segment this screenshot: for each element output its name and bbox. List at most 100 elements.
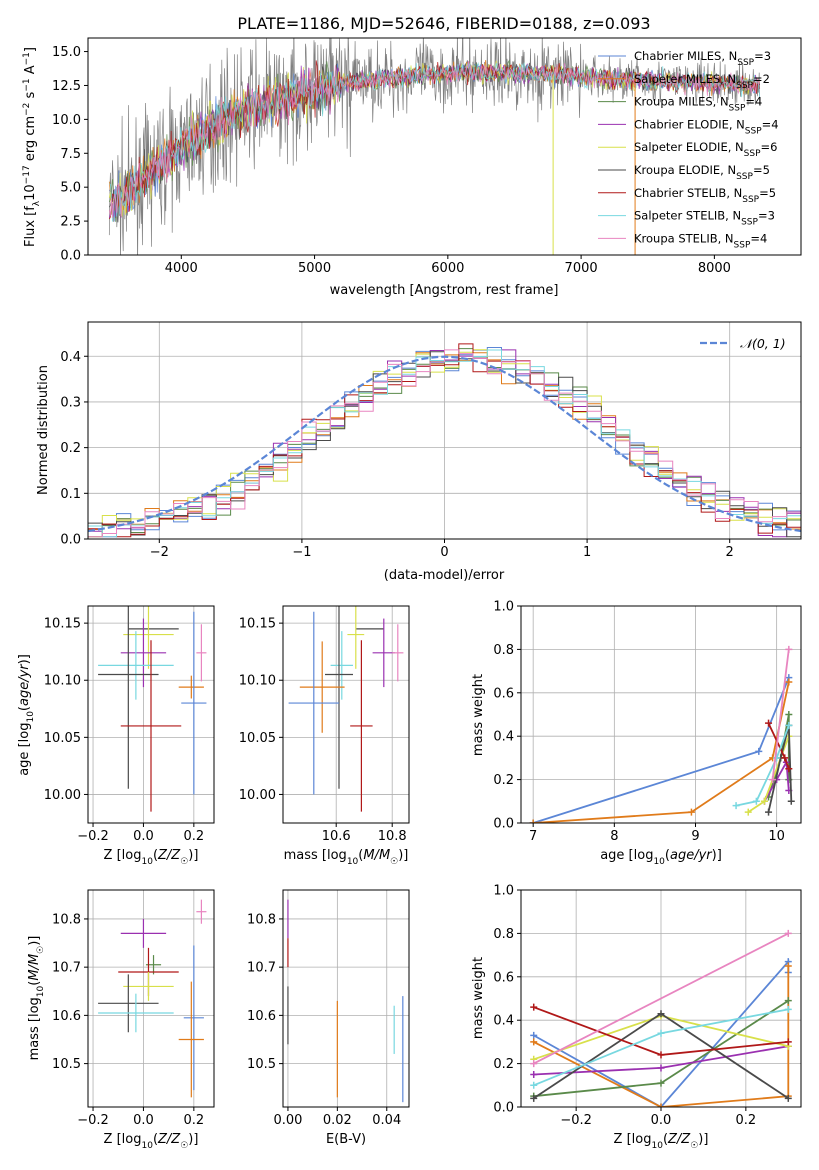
error-bar-point [350,640,373,812]
y-tick-label: 10.8 [247,912,276,927]
x-axis-label: Z [log10(Z/Z☉)] [104,1132,199,1151]
y-tick-label: 10.10 [44,674,81,689]
y-axis-label: age [log10(age/yr)] [17,654,36,776]
mass-weight-line-c3 [763,759,790,802]
y-tick-label: 10.00 [239,788,276,803]
mass-weight-marker [787,797,795,805]
error-bar-point [98,606,159,789]
legend-entry: Salpeter MILES, NSSP=2 [634,72,770,91]
plot-area [98,899,207,1098]
axes-frame [282,605,410,824]
y-axis-label: Normed distribution [36,365,51,495]
legend-entry: Chabrier MILES, NSSP=3 [634,49,771,68]
mass-weight-marker [530,1003,538,1011]
mass-weight-marker [530,1031,538,1039]
mass-weight-marker [765,808,773,816]
x-tick-label: 10 [768,829,785,844]
y-tick-label: 0.6 [493,686,514,701]
legend-entry: 𝒩(0, 1) [740,336,786,351]
spectrum-panel: 4000 5000 6000 7000 8000 0.0 2.5 5.0 7.5 10.0 12.5… [22,37,802,298]
legend-entry: Salpeter ELODIE, NSSP=6 [634,140,777,159]
error-bar-point [98,993,174,1033]
mass-weight-marker [530,1081,538,1089]
x-tick-label: 0.0 [133,829,154,844]
y-tick-label: 0.2 [493,1057,514,1072]
mass-weight-marker [765,719,773,727]
mass-weight-marker [785,678,793,686]
y-axis-label: mass weight [471,957,486,1039]
x-tick-label: −0.2 [77,829,109,844]
massweight-vs-Z-panel: −0.2 0.0 0.2 0.0 0.2 0.4 0.6 0.8 1.0 Z [log10(Z/Z… [471,884,802,1151]
y-tick-label: 0.2 [493,773,514,788]
y-tick-label: 7.5 [60,147,81,162]
legend-entry: Salpeter STELIB, NSSP=3 [634,209,775,228]
plot-area [288,606,404,812]
y-tick-label: 15.0 [52,45,81,60]
mass-weight-marker [784,997,792,1005]
error-bar-point [123,971,174,1001]
mass-vs-Z-panel: −0.2 0.0 0.2 10.5 10.6 10.7 10.8 Z [log10(Z/Z☉)… [27,889,215,1151]
x-tick-label: 9 [691,829,699,844]
mass-weight-marker [687,808,695,816]
x-tick-label: 7000 [565,261,598,276]
mass-weight-marker [784,962,792,970]
mass-weight-marker [755,747,763,755]
mass-weight-marker [760,797,768,805]
error-bar-point [288,611,339,795]
y-tick-label: 0.6 [493,970,514,985]
mass-weight-marker [529,819,537,823]
x-tick-label: −0.2 [77,1113,109,1128]
x-tick-label: 0.00 [273,1113,302,1128]
x-tick-label: 5000 [298,261,331,276]
legend-entry: Kroupa MILES, NSSP=4 [634,95,762,114]
mass-weight-marker [784,1038,792,1046]
error-bar-point [123,606,174,669]
x-axis-label: Z [log10(Z/Z☉)] [104,848,199,867]
error-bar-point [120,640,182,812]
error-bar-point [183,945,204,1091]
y-tick-label: 2.5 [60,215,81,230]
mass-weight-marker [657,1064,665,1072]
x-tick-label: 0.0 [651,1113,672,1128]
mass-weight-marker [530,1060,538,1068]
error-bar-point [196,899,207,924]
legend: 𝒩(0, 1) [700,336,786,351]
x-axis-label: (data-model)/error [384,568,505,583]
x-axis-label: wavelength [Angstrom, rest frame] [330,283,559,298]
mass-weight-line-c8 [533,932,789,1065]
legend-entry: Kroupa ELODIE, NSSP=5 [634,163,770,182]
mass-weight-marker [657,1029,665,1037]
residuals-panel: −2 −1 0 1 2 0.0 0.1 0.2 0.3 0.4 (data-model)/error… [36,321,802,583]
plot-area [98,606,207,812]
axes-frame [87,37,802,256]
x-tick-label: 10.8 [378,829,407,844]
mass-weight-line-c7 [735,725,790,807]
mass-weight-marker [784,929,792,937]
y-tick-label: 0.8 [493,643,514,658]
x-tick-label: 2 [726,545,734,560]
axes-frame [87,889,215,1108]
x-tick-label: 0.2 [736,1113,757,1128]
x-tick-label: 0 [440,545,448,560]
x-tick-label: 8000 [698,261,731,276]
plot-area [88,343,801,538]
legend-entry: Chabrier STELIB, NSSP=5 [634,186,776,205]
legend-entry: Kroupa STELIB, NSSP=4 [634,231,767,250]
y-tick-label: 10.15 [239,617,276,632]
y-tick-label: 1.0 [493,600,514,615]
y-tick-label: 0.0 [60,533,81,548]
x-tick-label: 0.04 [372,1113,401,1128]
mass-weight-marker [744,808,752,816]
mass-weight-marker [530,1038,538,1046]
x-axis-label: age [log10(age/yr)] [600,848,722,867]
mass-weight-marker [785,765,793,773]
y-tick-label: 10.5 [247,1057,276,1072]
y-tick-label: 10.00 [44,788,81,803]
y-tick-label: 0.0 [493,817,514,832]
mass-vs-ebv-panel: 0.00 0.02 0.04 10.5 10.6 10.7 10.8 E(B-V) [247,889,410,1147]
figure-title: PLATE=1186, MJD=52646, FIBERID=0188, z=0… [237,14,650,33]
axes-frame [520,605,802,824]
axes-frame [282,889,410,1108]
error-bar-point [330,631,353,700]
